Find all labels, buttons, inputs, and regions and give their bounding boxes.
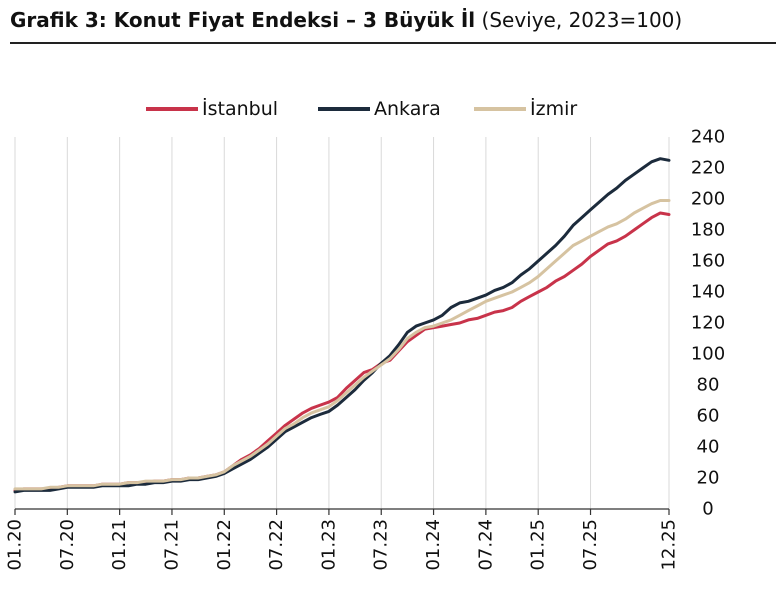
y-tick-label-4: 80 bbox=[697, 375, 720, 396]
x-tick-label-8: 01.24 bbox=[423, 519, 444, 571]
y-tick-label-0: 0 bbox=[702, 499, 713, 520]
y-tick-label-2: 40 bbox=[697, 437, 720, 458]
x-tick-label-11: 07.25 bbox=[580, 519, 601, 571]
x-tick-label-4: 01.22 bbox=[214, 519, 235, 571]
legend-label-2: İzmir bbox=[530, 97, 577, 120]
y-tick-label-1: 20 bbox=[697, 468, 720, 489]
chart-title: Grafik 3: Konut Fiyat Endeksi – 3 Büyük … bbox=[10, 8, 682, 32]
y-tick-label-8: 160 bbox=[691, 251, 725, 272]
x-tick-label-6: 01.23 bbox=[318, 519, 339, 571]
x-tick-label-2: 01.21 bbox=[109, 519, 130, 571]
legend-label-1: Ankara bbox=[374, 98, 441, 120]
y-tick-label-10: 200 bbox=[691, 189, 725, 210]
y-tick-label-5: 100 bbox=[691, 344, 725, 365]
legend-label-0: İstanbul bbox=[202, 97, 278, 120]
x-tick-label-0: 01.20 bbox=[5, 519, 26, 571]
x-tick-label-12: 12.25 bbox=[659, 519, 680, 571]
y-tick-label-3: 60 bbox=[697, 406, 720, 427]
y-tick-label-6: 120 bbox=[691, 313, 725, 334]
series-line-1 bbox=[13, 157, 671, 494]
x-tick-label-1: 07.20 bbox=[57, 519, 78, 571]
y-tick-label-12: 240 bbox=[691, 127, 725, 148]
chart-title-subtitle: (Seviye, 2023=100) bbox=[475, 8, 683, 32]
x-tick-label-5: 07.22 bbox=[266, 519, 287, 571]
x-tick-label-7: 07.23 bbox=[371, 519, 392, 571]
chart-title-main: Grafik 3: Konut Fiyat Endeksi – 3 Büyük … bbox=[10, 8, 476, 32]
series-line-0 bbox=[13, 211, 671, 492]
y-tick-label-9: 180 bbox=[691, 220, 725, 241]
title-divider bbox=[10, 42, 776, 44]
y-tick-label-7: 140 bbox=[691, 282, 725, 303]
series-line-2 bbox=[13, 199, 671, 491]
x-tick-label-10: 01.25 bbox=[528, 519, 549, 571]
x-tick-label-9: 07.24 bbox=[475, 519, 496, 571]
y-tick-label-11: 220 bbox=[691, 158, 725, 179]
x-tick-label-3: 07.21 bbox=[161, 519, 182, 571]
